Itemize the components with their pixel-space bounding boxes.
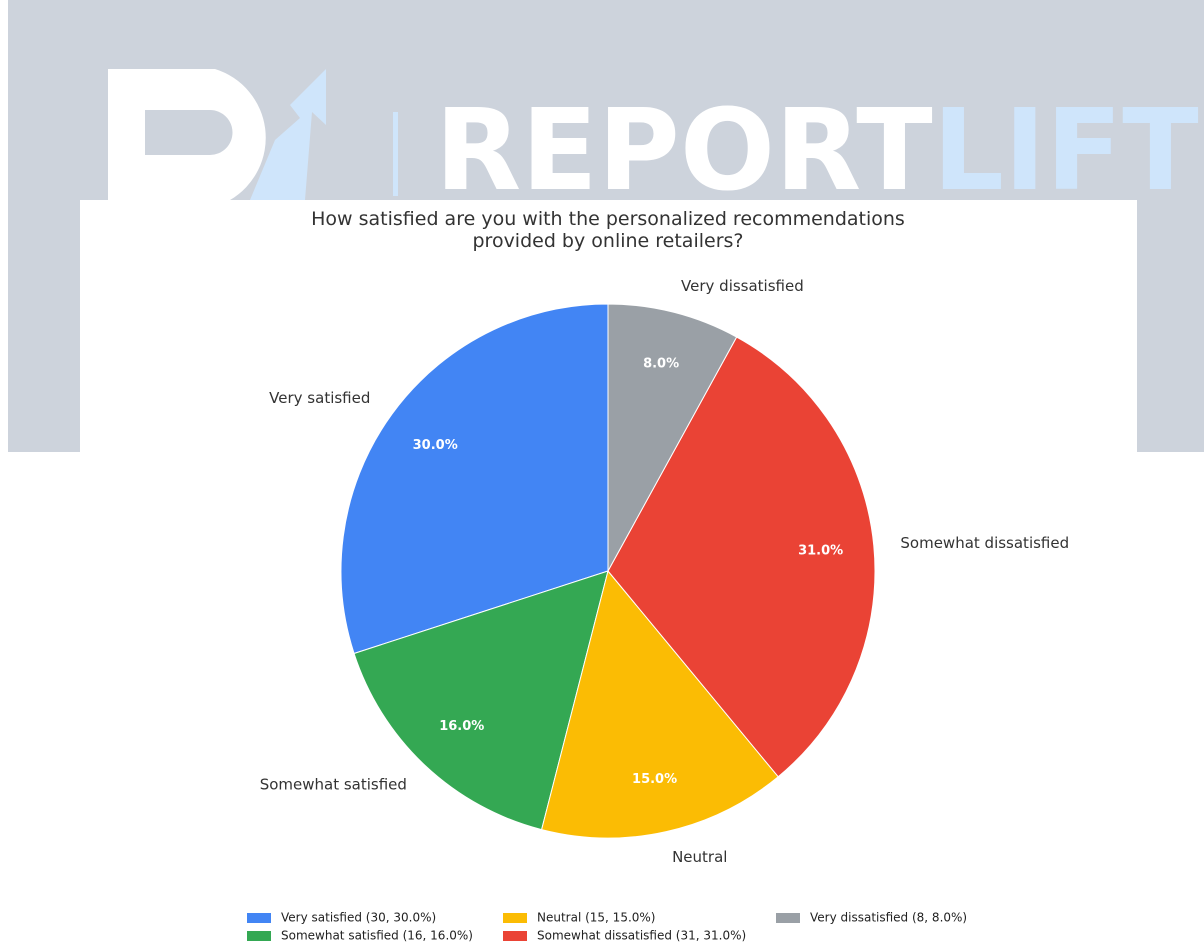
pie-slice — [607, 336, 876, 778]
category-label: Very satisfied — [269, 389, 370, 407]
logo-text: REPORTLIFT — [435, 86, 1199, 216]
pie-slice — [540, 569, 779, 839]
chart-title-text: How satisfied are you with the personali… — [311, 208, 905, 252]
logo-word: REPORT — [435, 86, 933, 216]
category-label: Neutral — [672, 848, 727, 866]
legend-swatch — [247, 913, 271, 923]
legend-label: Somewhat dissatisfied (31, 31.0%) — [537, 929, 746, 943]
pie-slice — [607, 303, 738, 572]
logo-divider — [393, 112, 398, 196]
legend-label: Somewhat satisfied (16, 16.0%) — [281, 929, 473, 943]
data-label: 15.0% — [632, 772, 677, 787]
category-label: Very dissatisfied — [681, 277, 804, 295]
logo-accent: LIFT — [933, 86, 1199, 216]
legend-swatch — [776, 913, 800, 923]
data-label: 8.0% — [643, 357, 679, 372]
legend-label: Very satisfied (30, 30.0%) — [281, 911, 436, 925]
legend-swatch — [503, 913, 527, 923]
data-label: 30.0% — [413, 438, 458, 453]
logo-mark — [108, 69, 266, 200]
legend-label: Very dissatisfied (8, 8.0%) — [810, 911, 967, 925]
category-label: Somewhat dissatisfied — [900, 534, 1069, 552]
logo-arrow — [250, 69, 326, 200]
chart-title: How satisfied are you with the personali… — [311, 208, 905, 252]
legend-label: Neutral (15, 15.0%) — [537, 911, 656, 925]
category-label: Somewhat satisfied — [260, 776, 407, 794]
data-label: 16.0% — [439, 719, 484, 734]
pie-slice — [353, 570, 609, 831]
pie-slice — [340, 303, 609, 655]
legend-swatch — [247, 931, 271, 941]
data-label: 31.0% — [798, 543, 843, 558]
legend-swatch — [503, 931, 527, 941]
